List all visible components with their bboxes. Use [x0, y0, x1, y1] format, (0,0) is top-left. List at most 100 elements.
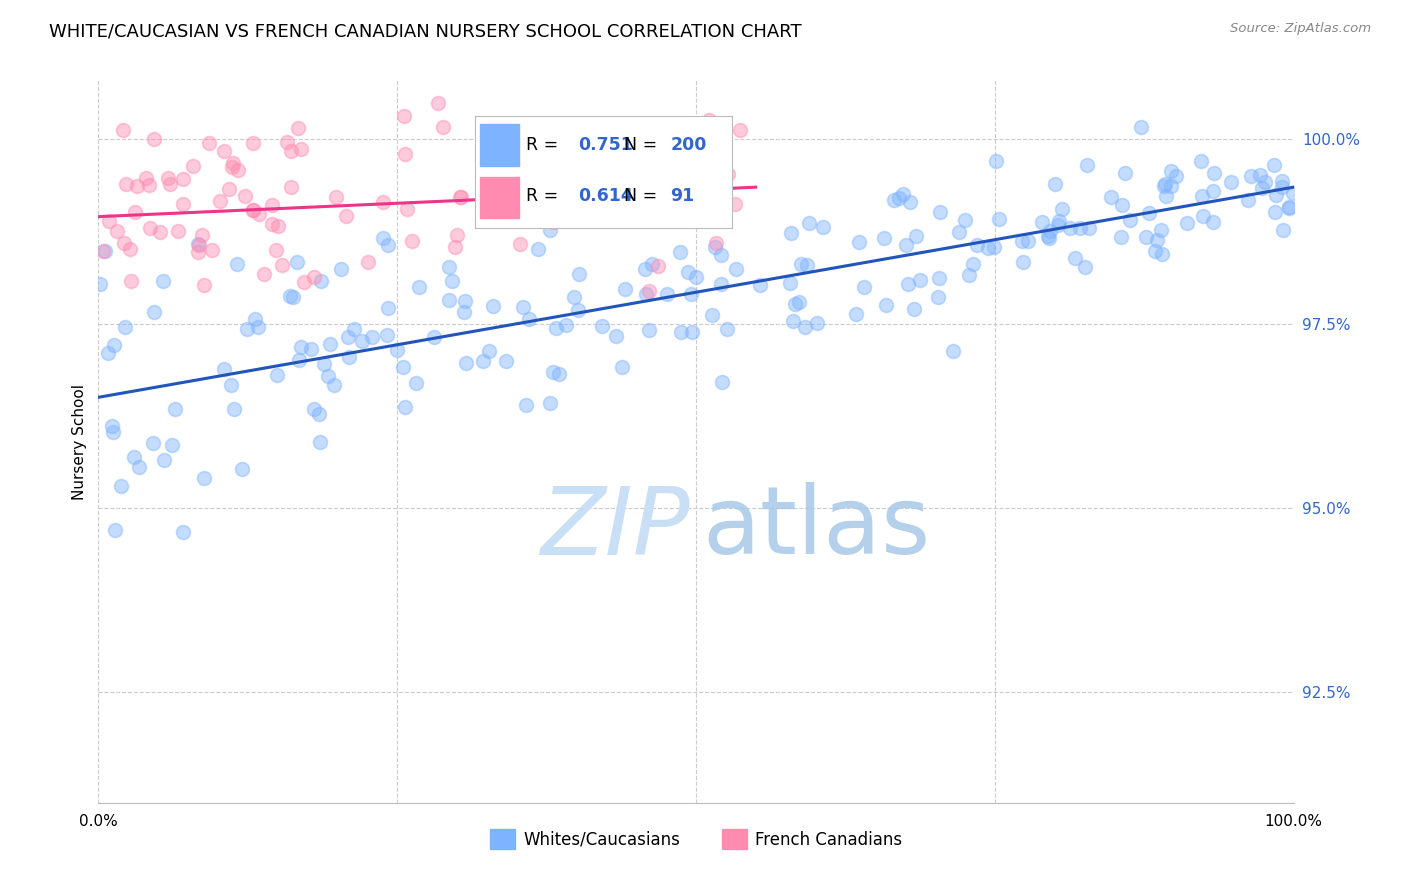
Point: [1264, 188, 1286, 202]
Point: [454, 356, 477, 370]
Point: [138, 178, 160, 192]
Point: [669, 244, 692, 259]
Point: [491, 158, 513, 172]
Point: [342, 322, 364, 336]
Point: [187, 244, 209, 259]
Point: [703, 240, 725, 254]
Point: [555, 318, 578, 332]
Point: [1135, 230, 1157, 244]
Point: [357, 255, 380, 269]
Point: [288, 353, 311, 368]
Point: [1031, 215, 1053, 229]
Point: [1272, 223, 1295, 237]
Point: [690, 186, 713, 200]
Point: [226, 163, 249, 178]
Point: [873, 230, 896, 244]
Point: [717, 167, 740, 181]
Point: [299, 342, 322, 356]
Legend: Whites/Caucasians, French Canadians: Whites/Caucasians, French Canadians: [484, 822, 908, 856]
Point: [591, 318, 613, 333]
Point: [443, 240, 465, 254]
Point: [662, 147, 685, 161]
Point: [1039, 224, 1062, 238]
Point: [796, 258, 818, 272]
Point: [1114, 166, 1136, 180]
Point: [704, 235, 727, 250]
Point: [927, 290, 949, 304]
Point: [110, 479, 132, 493]
Point: [278, 289, 301, 303]
Point: [904, 229, 927, 244]
Point: [711, 375, 734, 389]
Point: [477, 343, 499, 358]
Point: [852, 280, 875, 294]
Point: [191, 228, 214, 243]
Point: [538, 396, 561, 410]
Point: [187, 237, 209, 252]
Point: [308, 435, 330, 450]
Point: [97, 214, 120, 228]
Point: [426, 96, 449, 111]
Point: [371, 195, 394, 210]
Point: [1160, 178, 1182, 193]
Point: [908, 273, 931, 287]
Point: [1191, 209, 1213, 223]
Point: [636, 202, 658, 216]
Point: [308, 407, 330, 421]
Point: [724, 197, 747, 211]
Point: [558, 137, 581, 152]
Point: [135, 171, 157, 186]
Point: [323, 377, 346, 392]
Point: [638, 284, 661, 298]
Point: [508, 210, 530, 224]
Point: [928, 270, 950, 285]
Point: [638, 323, 661, 337]
Point: [1254, 175, 1277, 189]
Point: [957, 268, 980, 283]
Point: [287, 121, 309, 136]
Point: [94, 244, 117, 258]
Point: [678, 181, 700, 195]
Point: [1189, 154, 1212, 169]
Point: [1069, 220, 1091, 235]
Point: [509, 236, 531, 251]
Point: [728, 122, 751, 136]
Point: [987, 211, 1010, 226]
Point: [290, 340, 312, 354]
Point: [889, 191, 911, 205]
Point: [482, 299, 505, 313]
Point: [779, 276, 801, 290]
Point: [541, 214, 564, 228]
Point: [1191, 188, 1213, 202]
Point: [139, 221, 162, 235]
Point: [1264, 205, 1286, 219]
Point: [280, 144, 302, 158]
Point: [271, 258, 294, 272]
Point: [1043, 177, 1066, 191]
Point: [201, 243, 224, 257]
Point: [253, 267, 276, 281]
Point: [280, 179, 302, 194]
Point: [681, 325, 703, 339]
Point: [678, 265, 700, 279]
Point: [172, 524, 194, 539]
Point: [1160, 164, 1182, 178]
Point: [243, 311, 266, 326]
Point: [181, 159, 204, 173]
Point: [193, 277, 215, 292]
Point: [1036, 229, 1059, 244]
Point: [247, 320, 270, 334]
Point: [1074, 260, 1097, 274]
Point: [231, 462, 253, 476]
Point: [128, 460, 150, 475]
Point: [89, 277, 111, 292]
Point: [628, 202, 651, 216]
Point: [242, 136, 264, 150]
Point: [219, 377, 242, 392]
Point: [1099, 190, 1122, 204]
Point: [955, 213, 977, 227]
Point: [394, 146, 416, 161]
Point: [449, 190, 471, 204]
Point: [685, 269, 707, 284]
Point: [337, 351, 360, 365]
